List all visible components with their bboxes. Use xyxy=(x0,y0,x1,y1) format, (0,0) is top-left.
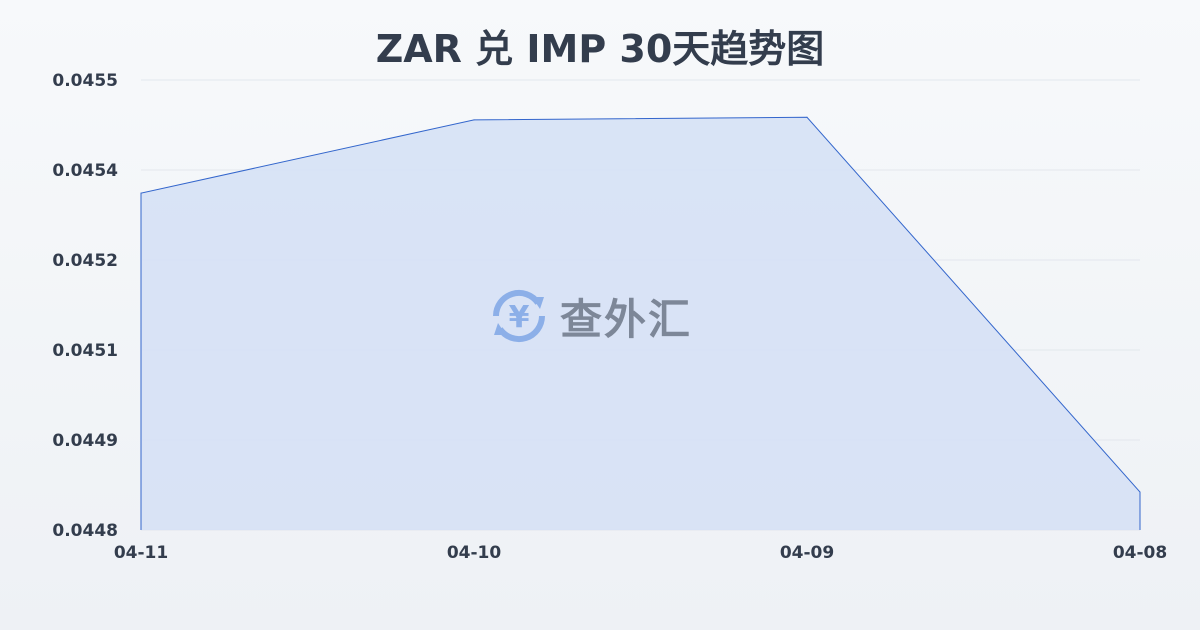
data-point xyxy=(140,192,142,194)
x-tick-label: 04-11 xyxy=(114,543,168,563)
chart-title: ZAR 兑 IMP 30天趋势图 xyxy=(375,27,825,71)
y-tick-label: 0.0451 xyxy=(52,341,118,361)
watermark: ¥ 查外汇 xyxy=(488,285,692,347)
y-tick-label: 0.0449 xyxy=(52,431,118,451)
data-point xyxy=(1139,491,1141,493)
watermark-text: 查外汇 xyxy=(560,294,693,344)
x-tick-label: 04-10 xyxy=(447,543,502,563)
data-point xyxy=(473,119,475,121)
y-tick-label: 0.0452 xyxy=(52,251,118,271)
y-tick-label: 0.0448 xyxy=(52,521,118,541)
x-tick-label: 04-08 xyxy=(1113,543,1167,563)
data-point xyxy=(806,116,808,118)
area-fill xyxy=(141,117,1140,531)
x-tick-label: 04-09 xyxy=(780,543,834,563)
svg-text:¥: ¥ xyxy=(509,300,530,335)
y-tick-label: 0.0455 xyxy=(52,71,118,91)
series-line xyxy=(140,116,1141,530)
y-tick-label: 0.0454 xyxy=(52,161,118,181)
yen-exchange-icon: ¥ xyxy=(492,289,546,343)
